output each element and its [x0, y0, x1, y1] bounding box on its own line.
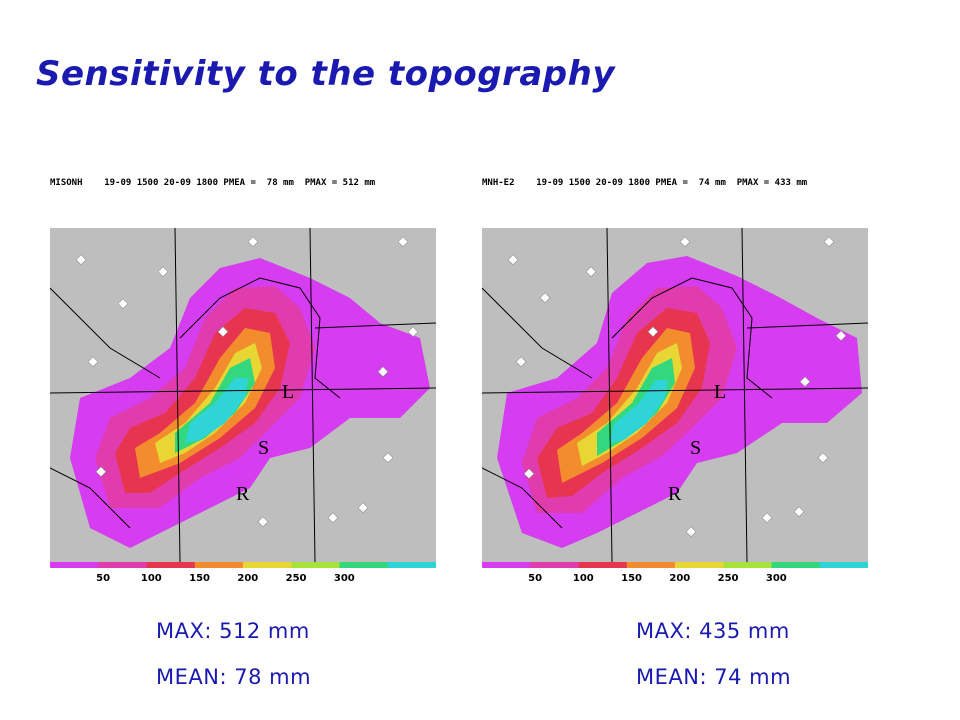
label-S: S [258, 437, 269, 459]
label-S: S [690, 437, 701, 459]
mean-readout: PMEA = 78 mm [223, 178, 294, 188]
colorbar-segment [146, 562, 196, 568]
colorbar-segment [723, 562, 772, 568]
colorbar-tick-label: 300 [334, 573, 355, 584]
colorbar-segment [194, 562, 244, 568]
mean-readout: PMEA = 74 mm [655, 178, 726, 188]
label-L: L [282, 381, 294, 403]
colorbar: 50 100 150 200 250 300 [50, 562, 436, 584]
colorbar-segment [387, 562, 436, 568]
colorbar-tick-label: 150 [189, 573, 210, 584]
precipitation-map: L S R [482, 228, 868, 562]
boundaries [50, 228, 436, 562]
colorbar: 50 100 150 200 250 300 [482, 562, 868, 584]
colorbar-segment [675, 562, 724, 568]
date-range: 19-09 1500 20-09 1800 [536, 178, 650, 188]
precip-cyan [610, 380, 668, 443]
colorbar-segment [98, 562, 147, 568]
model-name: MNH-E2 [482, 178, 515, 188]
colorbar-tick-label: 50 [96, 573, 110, 584]
label-R: R [668, 483, 682, 505]
colorbar-tick-label: 300 [766, 573, 787, 584]
colorbar-tick-label: 250 [286, 573, 307, 584]
colorbar-tick-label: 150 [621, 573, 642, 584]
precip-cyan [185, 378, 248, 443]
max-readout: PMAX = 512 mm [304, 178, 376, 188]
colorbar-segment [819, 562, 868, 568]
max-readout: PMAX = 433 mm [736, 178, 808, 188]
colorbar-segment [291, 562, 340, 568]
model-name: MISONH [50, 178, 83, 188]
slide-title: Sensitivity to the topography [36, 54, 615, 94]
colorbar-segment [482, 562, 531, 568]
max-label: MAX: 512 mm [156, 619, 310, 643]
boundaries [482, 228, 868, 562]
map-header: MNH-E2 19-09 1500 20-09 1800 PMEA = 74 m… [482, 178, 874, 192]
colorbar-tick-label: 50 [528, 573, 542, 584]
precipitation-map: L S R [50, 228, 436, 562]
colorbar-tick-label: 250 [718, 573, 739, 584]
colorbar-segment [771, 562, 821, 568]
colorbar-tick-label: 200 [669, 573, 690, 584]
precip-map-panel-left: MISONH 19-09 1500 20-09 1800 PMEA = 78 m… [48, 178, 442, 584]
colorbar-segment [243, 562, 292, 568]
map-header: MISONH 19-09 1500 20-09 1800 PMEA = 78 m… [50, 178, 442, 192]
date-range: 19-09 1500 20-09 1800 [104, 178, 218, 188]
label-L: L [714, 381, 726, 403]
precip-field [497, 256, 862, 548]
station-markers [507, 236, 847, 538]
mean-label: MEAN: 78 mm [156, 665, 312, 689]
mean-label: MEAN: 74 mm [636, 665, 792, 689]
station-markers [75, 236, 419, 528]
colorbar-segment [578, 562, 628, 568]
stats-right: MAX: 435 mm MEAN: 74 mm [636, 608, 791, 700]
colorbar-segment [339, 562, 389, 568]
precip-map-panel-right: MNH-E2 19-09 1500 20-09 1800 PMEA = 74 m… [480, 178, 874, 584]
colorbar-tick-label: 200 [237, 573, 258, 584]
colorbar-segment [50, 562, 99, 568]
colorbar-tick-label: 100 [573, 573, 594, 584]
colorbar-segment [530, 562, 579, 568]
label-R: R [236, 483, 250, 505]
max-label: MAX: 435 mm [636, 619, 790, 643]
precip-field [70, 258, 430, 548]
colorbar-segment [626, 562, 676, 568]
stats-left: MAX: 512 mm MEAN: 78 mm [156, 608, 311, 700]
colorbar-tick-label: 100 [141, 573, 162, 584]
